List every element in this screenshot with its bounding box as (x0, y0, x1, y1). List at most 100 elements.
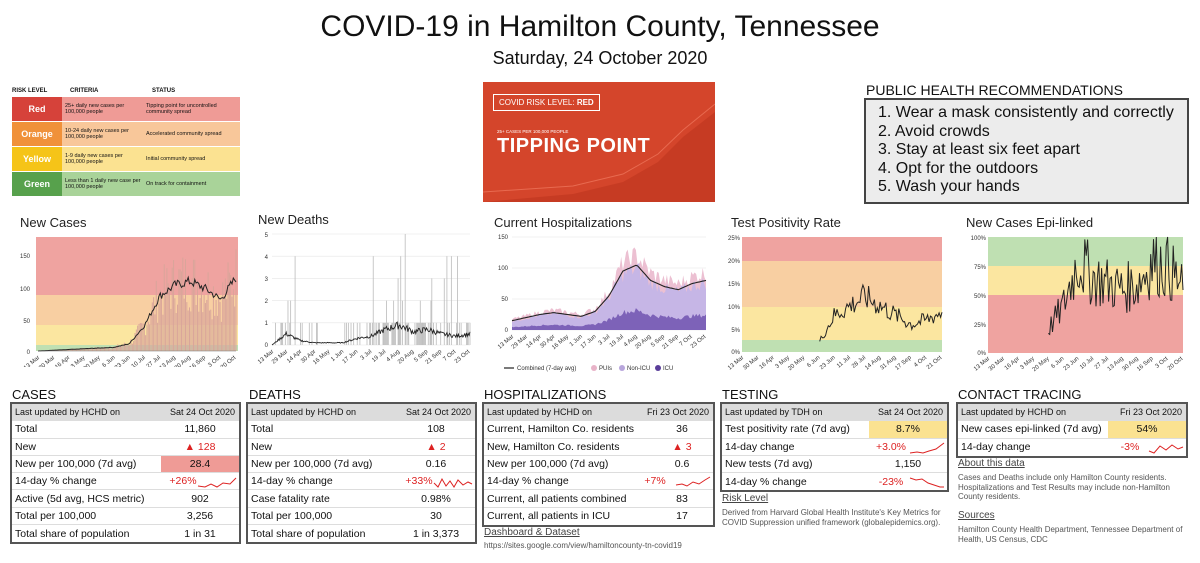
recommendation-item: 3. Stay at least six feet apart (878, 141, 1080, 158)
y-tick: 100 (498, 266, 509, 272)
x-tick: 16 Apr (1004, 356, 1021, 372)
epi-chart-title: New Cases Epi-linked (966, 215, 1094, 230)
risk-level-link[interactable]: Risk Level (722, 493, 769, 504)
cases-section-title: CASES (12, 387, 57, 402)
updated-label: Last updated by HCHD on (251, 407, 357, 418)
row-value-cell: -23% (869, 473, 947, 490)
sparkline (909, 477, 944, 488)
cases-avg-line (37, 275, 237, 352)
x-tick: 30 Mar (988, 356, 1006, 372)
row-value: 83 (676, 492, 688, 505)
y-tick: 25% (974, 323, 987, 329)
x-tick: 13 Mar (727, 355, 745, 372)
table-row: New tests (7d avg) 1,150 (722, 456, 947, 474)
positivity-chart: 25% 20% 15% 10% 5% 0% 13 Mar 30 Mar 16 Apr… (722, 232, 947, 372)
table-row: New ▲ 128 (12, 439, 239, 456)
deaths-section-title: DEATHS (249, 387, 301, 402)
x-tick: 23 Oct (690, 334, 708, 350)
row-label: New (251, 440, 273, 453)
new-deaths-chart: 5 4 3 2 1 0 13 Mar 29 Mar 14 Apr 30 Apr 16 M… (250, 228, 475, 368)
table-row: Total 108 (248, 421, 475, 439)
x-tick: 21 Oct (926, 355, 944, 371)
table-row: New, Hamilton Co. residents ▲ 3 (484, 439, 713, 456)
dashboard-url[interactable]: https://sites.google.com/view/hamiltonco… (484, 541, 682, 550)
row-label: New per 100,000 (7d avg) (15, 458, 137, 471)
table-row: Active (5d avg, HCS metric) 902 (12, 490, 239, 508)
table-row: Total share of population 1 in 3,373 (248, 525, 475, 542)
recommendation-item: 4. Opt for the outdoors (878, 159, 1039, 177)
x-tick: 20 Oct (220, 355, 238, 367)
sources-link[interactable]: Sources (958, 510, 995, 521)
y-tick: 50% (974, 294, 987, 300)
new-deaths-chart-title: New Deaths (258, 212, 329, 227)
y-tick: 75% (974, 265, 987, 271)
hospitalizations-chart: 150 100 50 0 13 Mar 29 Mar 14 Apr 30 Apr 16 … (488, 232, 718, 377)
updated-label: Last updated by HCHD on (15, 407, 121, 418)
row-label: 14-day % change (725, 475, 807, 488)
about-data-link[interactable]: About this data (958, 458, 1025, 469)
table-row: 14-day change +3.0% (722, 439, 947, 456)
row-value: 8.7% (869, 421, 947, 438)
row-label: New (15, 440, 37, 453)
row-value-cell: +7% (635, 473, 713, 489)
sparkline (433, 478, 473, 489)
sparkline (909, 442, 945, 454)
updated-date: Fri 23 Oct 2020 (1119, 407, 1182, 418)
tipping-criteria: 25+ CASES PER 100,000 PEOPLE (497, 129, 569, 134)
x-tick: 19 Jul (609, 334, 625, 349)
row-label: Total (251, 423, 274, 436)
y-tick: 150 (20, 254, 31, 260)
dashboard-dataset-link[interactable]: Dashboard & Dataset (484, 527, 580, 538)
row-value: ▲ 3 (672, 440, 692, 453)
risk-criteria: 25+ daily new cases per 100,000 people (65, 103, 125, 115)
epi-chart: 100% 75% 50% 25% 0% 13 Mar 30 Mar 16 Apr 3 … (958, 232, 1190, 372)
row-value: 1 in 3,373 (412, 527, 460, 540)
testing-section-title: TESTING (722, 387, 779, 402)
table-row: New per 100,000 (7d avg) 0.6 (484, 456, 713, 474)
hospitalizations-section-title: HOSPITALIZATIONS (484, 387, 607, 402)
page-date: Saturday, 24 October 2020 (492, 48, 708, 68)
legend-non-icu: Non-ICU (627, 366, 650, 372)
risk-status: On track for containment (146, 181, 207, 187)
x-tick: 14 Apr (286, 349, 303, 365)
y-tick: 0 (265, 343, 269, 349)
risk-criteria: 10-24 daily new cases per 100,000 people (65, 128, 129, 140)
risk-criteria: 1-9 daily new cases per 100,000 people (65, 153, 123, 165)
risk-criteria: Less than 1 daily new case per 100,000 p… (65, 178, 141, 190)
x-tick: 23 Oct (454, 349, 472, 365)
table-row: 14-day % change -23% (722, 473, 947, 490)
risk-badge-prefix: COVID RISK LEVEL: (499, 98, 577, 107)
table-row: Current, all patients combined 83 (484, 490, 713, 508)
table-row: New cases epi-linked (7d avg) 54% (958, 421, 1186, 439)
x-tick: 20 May (1032, 356, 1051, 372)
x-tick: 23 Jun (1063, 356, 1081, 372)
hosp-legend: Combined (7-day avg) PUIs Non-ICU ICU (504, 365, 673, 372)
y-tick: 20% (728, 259, 741, 265)
row-value: -3% (1120, 441, 1140, 454)
row-value: 0.6 (674, 458, 690, 471)
x-tick: 10 Jul (131, 355, 147, 367)
recommendations-title: PUBLIC HEALTH RECOMMENDATIONS (866, 82, 1123, 98)
tipping-headline: TIPPING POINT (497, 135, 651, 157)
risk-level-table: RISK LEVEL CRITERIA STATUS Red 25+ daily… (12, 88, 240, 197)
x-tick: 11 Jul (836, 355, 852, 370)
risk-row-green: Green Less than 1 daily new case per 100… (12, 172, 240, 196)
sparkline (1148, 443, 1184, 454)
x-tick: 30 Aug (174, 355, 192, 367)
y-tick: 0% (977, 351, 986, 357)
x-tick: 10 Jul (1079, 356, 1095, 371)
risk-status: Initial community spread (146, 156, 206, 162)
row-label: Case fatality rate (251, 492, 330, 505)
page-title: COVID-19 in Hamilton County, Tennessee (320, 10, 880, 43)
risk-level-red: Red (12, 97, 62, 121)
legend-combined: Combined (7-day avg) (517, 366, 576, 372)
row-value: 30 (430, 509, 442, 522)
risk-level-yellow: Yellow (12, 147, 62, 171)
y-tick: 100% (971, 236, 987, 242)
table-row: New per 100,000 (7d avg) 0.16 (248, 456, 475, 474)
row-label: Total share of population (15, 527, 130, 540)
